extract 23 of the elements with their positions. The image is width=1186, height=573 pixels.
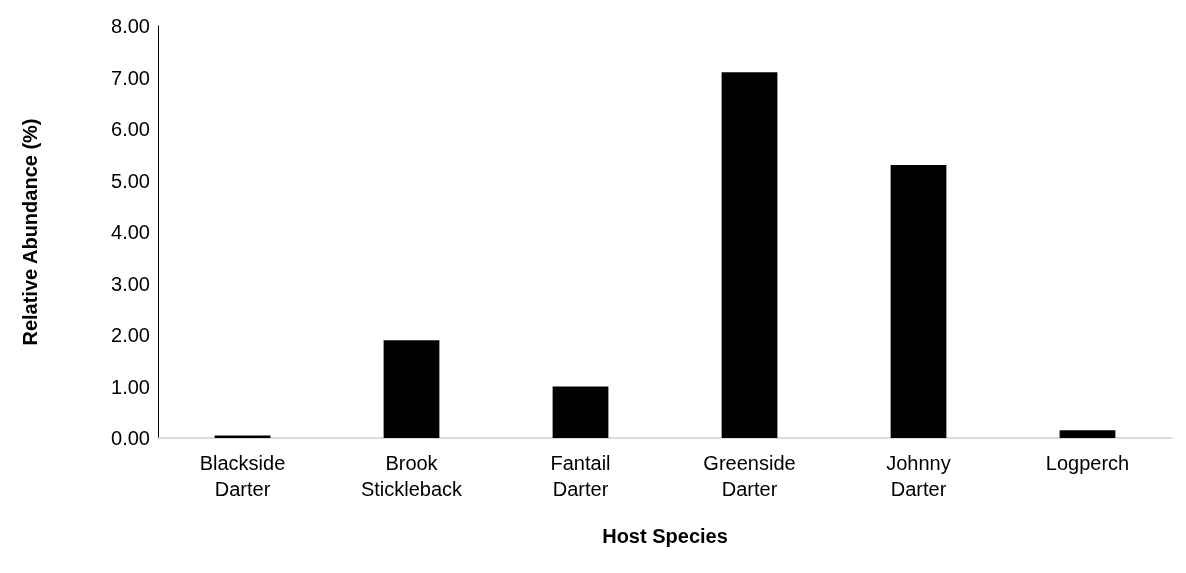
x-tick-label: Johnny Darter <box>886 452 951 500</box>
y-tick-label: 4.00 <box>111 221 150 243</box>
x-tick-label: Fantail Darter <box>550 452 611 500</box>
bar <box>890 165 947 438</box>
y-tick-label: 1.00 <box>111 375 150 398</box>
y-tick-label: 6.00 <box>111 118 150 140</box>
y-tick-label: 3.00 <box>111 272 150 295</box>
x-tick-label: Logperch <box>1045 452 1130 474</box>
bar <box>383 340 440 438</box>
y-tick-label: 7.00 <box>111 66 150 89</box>
y-tick-label: 0.00 <box>111 427 150 449</box>
bar <box>552 386 609 438</box>
x-axis-title: Host Species <box>602 525 728 547</box>
bar <box>1059 430 1116 438</box>
x-tick-label: Greenside Darter <box>703 452 796 500</box>
y-axis-title: Relative Abundance (%) <box>19 118 41 346</box>
bar <box>721 72 778 438</box>
bar <box>214 435 271 438</box>
y-tick-label: 8.00 <box>111 15 150 37</box>
y-tick-label: 2.00 <box>111 324 150 346</box>
x-tick-label: Brook Stickleback <box>360 452 464 500</box>
x-tick-label: Blackside Darter <box>199 452 286 500</box>
y-tick-label: 5.00 <box>111 169 150 192</box>
